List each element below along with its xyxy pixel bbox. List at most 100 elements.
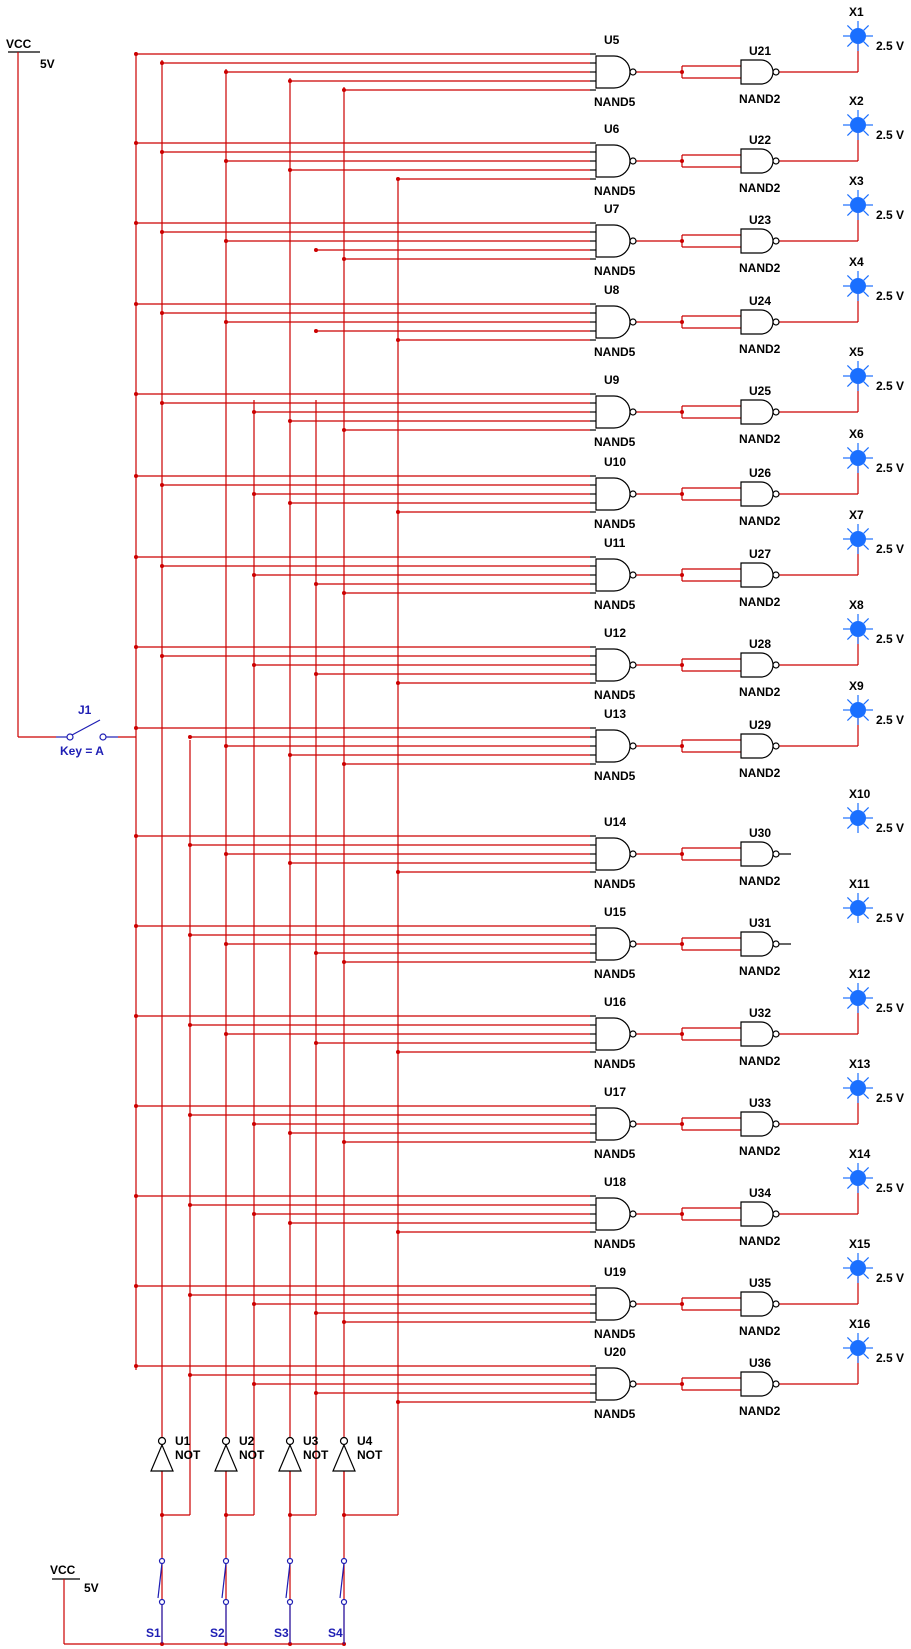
nand5-ref: U7 (604, 202, 620, 216)
nand5-type: NAND5 (594, 967, 636, 981)
inverter-type: NOT (239, 1448, 265, 1462)
nand5-ref: U20 (604, 1345, 626, 1359)
junction-dot (396, 1050, 400, 1054)
nand5-ref: U14 (604, 815, 626, 829)
junction-dot (342, 88, 346, 92)
nand2-gate-u23: U23 NAND2 (739, 213, 781, 275)
junction-dot (252, 492, 256, 496)
probe-ref: X4 (849, 255, 864, 269)
probe-x8: X8 2.5 V (843, 598, 904, 646)
junction-dot (342, 960, 346, 964)
probe-ref: X5 (849, 345, 864, 359)
junction-dot (160, 61, 164, 65)
probe-x10: X10 2.5 V (843, 787, 904, 835)
input-switch-s2[interactable]: S2 (210, 1557, 230, 1645)
nand5-gate-u19: U19 NAND5 (590, 1265, 637, 1341)
junction-dot (224, 70, 228, 74)
nand2-ref: U32 (749, 1006, 771, 1020)
junction-dot (224, 852, 228, 856)
inverter-type: NOT (175, 1448, 201, 1462)
probe-x9: X9 2.5 V (843, 679, 904, 727)
nand2-type: NAND2 (739, 1144, 781, 1158)
junction-dot (160, 564, 164, 568)
input-switch-s1[interactable]: S1 (146, 1557, 166, 1645)
nand2-gate-u25: U25 NAND2 (739, 384, 781, 446)
nand5-gate-u8: U8 NAND5 (590, 283, 637, 359)
nand5-ref: U11 (604, 536, 626, 550)
probe-x5: X5 2.5 V (843, 345, 904, 393)
junction-dot (396, 1230, 400, 1234)
probe-value: 2.5 V (876, 911, 904, 925)
junction-dot (252, 1382, 256, 1386)
junction-dot (288, 1131, 292, 1135)
nand5-type: NAND5 (594, 345, 636, 359)
nand2-type: NAND2 (739, 874, 781, 888)
junction-dot (160, 150, 164, 154)
probe-value: 2.5 V (876, 128, 904, 142)
nand2-type: NAND2 (739, 1234, 781, 1248)
junction-dot (342, 762, 346, 766)
nand5-ref: U18 (604, 1175, 626, 1189)
junction-dot (252, 1122, 256, 1126)
junction-dot (314, 329, 318, 333)
nand5-gate-u6: U6 NAND5 (590, 122, 637, 198)
junction-dot (160, 654, 164, 658)
nand5-type: NAND5 (594, 688, 636, 702)
nand5-type: NAND5 (594, 95, 636, 109)
junction-dot (252, 1212, 256, 1216)
junction-dot (224, 320, 228, 324)
junction-dot (188, 735, 192, 739)
inverter-ref: U3 (303, 1434, 319, 1448)
nand2-gate-u35: U35 NAND2 (739, 1276, 781, 1338)
junction-dot (224, 744, 228, 748)
input-switch-s4[interactable]: S4 (328, 1557, 348, 1645)
junction-dot (288, 501, 292, 505)
inverter-ref: U2 (239, 1434, 255, 1448)
probe-value: 2.5 V (876, 1091, 904, 1105)
nand5-gate-u16: U16 NAND5 (590, 995, 637, 1071)
nand5-type: NAND5 (594, 264, 636, 278)
probe-ref: X2 (849, 94, 864, 108)
junction-dot (252, 573, 256, 577)
nand5-type: NAND5 (594, 769, 636, 783)
junction-dot (134, 141, 138, 145)
master-switch-j1[interactable]: J1 Key = A (18, 703, 136, 758)
junction-dot (134, 221, 138, 225)
nand5-ref: U17 (604, 1085, 626, 1099)
nand5-type: NAND5 (594, 1327, 636, 1341)
junction-dot (314, 672, 318, 676)
junction-dot (342, 257, 346, 261)
junction-dot (396, 177, 400, 181)
junction-dot (160, 483, 164, 487)
junction-dot (288, 1221, 292, 1225)
probe-ref: X10 (849, 787, 871, 801)
probe-value: 2.5 V (876, 1001, 904, 1015)
junction-dot (188, 1293, 192, 1297)
input-switch-s3[interactable]: S3 (274, 1557, 294, 1645)
nand5-type: NAND5 (594, 1057, 636, 1071)
nand2-gate-u34: U34 NAND2 (739, 1186, 781, 1248)
nand5-ref: U5 (604, 33, 620, 47)
nand2-ref: U26 (749, 466, 771, 480)
probe-value: 2.5 V (876, 379, 904, 393)
nand2-gate-u29: U29 NAND2 (739, 718, 781, 780)
nand5-gate-u15: U15 NAND5 (590, 905, 637, 981)
probe-ref: X14 (849, 1147, 871, 1161)
nand5-type: NAND5 (594, 598, 636, 612)
nand5-ref: U9 (604, 373, 620, 387)
nand5-ref: U15 (604, 905, 626, 919)
nand2-ref: U28 (749, 637, 771, 651)
nand2-ref: U22 (749, 133, 771, 147)
nand5-gate-u18: U18 NAND5 (590, 1175, 637, 1251)
nand2-type: NAND2 (739, 685, 781, 699)
junction-dot (188, 933, 192, 937)
nand5-type: NAND5 (594, 517, 636, 531)
probe-ref: X6 (849, 427, 864, 441)
junction-dot (342, 428, 346, 432)
junction-dot (288, 79, 292, 83)
nand5-ref: U8 (604, 283, 620, 297)
junction-dot (134, 645, 138, 649)
junction-dot (314, 1391, 318, 1395)
